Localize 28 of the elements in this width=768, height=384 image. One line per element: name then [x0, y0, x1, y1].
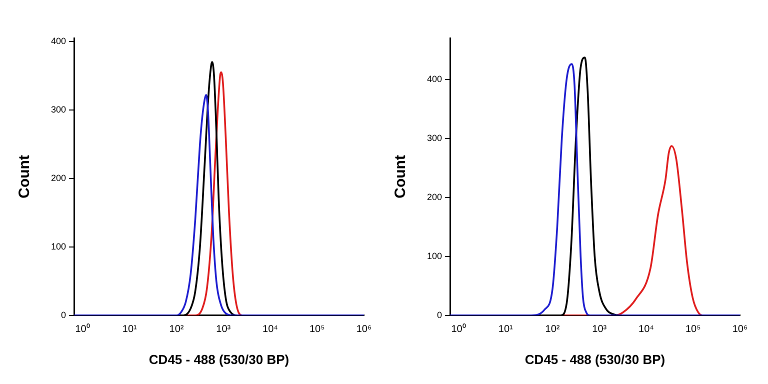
x-axis-title: CD45 - 488 (530/30 BP) [148, 352, 290, 367]
y-tick-label: 300 [50, 104, 66, 114]
x-tick-label: 10³ [216, 324, 232, 336]
x-tick-label: 10¹ [122, 324, 138, 336]
y-tick-label: 0 [437, 310, 442, 320]
x-tick-label: 10³ [592, 324, 608, 336]
x-tick-label: 10⁰ [451, 323, 466, 336]
y-axis-title: Count [392, 155, 410, 198]
x-tick-label: 10⁰ [75, 323, 90, 336]
x-tick-label: 10⁴ [638, 324, 654, 336]
x-axis-title: CD45 - 488 (530/30 BP) [524, 352, 666, 367]
y-tick-label: 100 [50, 241, 66, 252]
y-tick-label: 200 [50, 172, 66, 183]
y-tick-label: 200 [426, 192, 442, 202]
x-tick-label: 10⁵ [685, 324, 701, 336]
y-tick-label: 0 [61, 310, 66, 320]
y-axis-title: Count [16, 155, 34, 198]
y-tick-label: 300 [426, 132, 442, 143]
y-tick-label: 400 [426, 74, 442, 84]
x-tick-label: 10⁶ [356, 324, 372, 336]
y-tick-label: 100 [426, 250, 442, 261]
y-tick-label: 400 [50, 36, 66, 46]
x-tick-label: 10² [545, 324, 560, 336]
x-tick-label: 10⁶ [732, 324, 748, 336]
x-tick-label: 10⁴ [262, 324, 278, 336]
x-tick-label: 10⁵ [309, 324, 325, 336]
x-tick-label: 10¹ [498, 324, 514, 336]
x-tick-label: 10² [169, 324, 184, 336]
